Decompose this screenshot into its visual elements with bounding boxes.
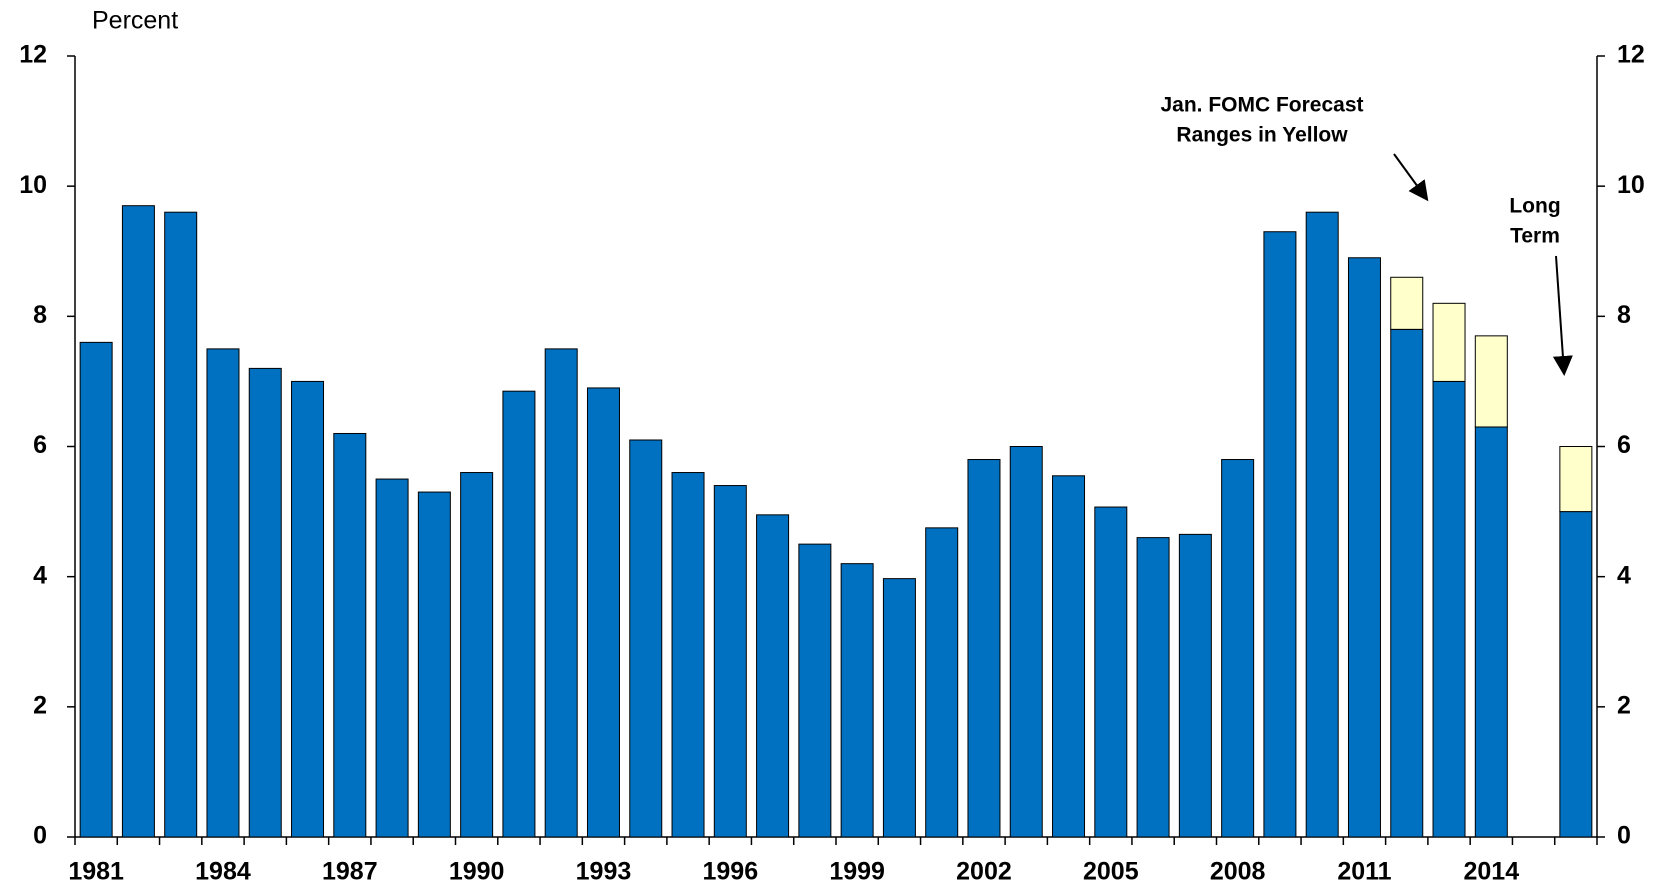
x-tick-label: 1987	[322, 858, 378, 886]
bar	[375, 478, 409, 838]
bar	[1009, 446, 1043, 838]
bar	[291, 380, 325, 838]
y2-tick-label: 10	[1617, 171, 1645, 199]
bar	[1178, 533, 1212, 838]
y-tick-label: 10	[19, 171, 47, 199]
bar	[1474, 335, 1508, 428]
bar	[882, 578, 916, 838]
y-tick-label: 6	[33, 431, 47, 459]
bar	[248, 367, 282, 838]
bar	[544, 348, 578, 838]
x-tick-label: 1999	[829, 858, 885, 886]
y2-tick-label: 2	[1617, 691, 1631, 719]
y-tick-label: 12	[19, 41, 47, 69]
bar	[1263, 231, 1297, 838]
bar	[1432, 380, 1466, 838]
annotation: Ranges in Yellow	[1176, 124, 1348, 147]
y2-tick-label: 6	[1617, 431, 1631, 459]
x-tick-label: 2002	[956, 858, 1012, 886]
x-tick-label: 1996	[702, 858, 758, 886]
bar	[79, 341, 113, 838]
bar	[206, 348, 240, 838]
bar	[502, 390, 536, 838]
x-tick-label: 1981	[68, 858, 124, 886]
arrow	[1393, 153, 1429, 202]
y2-tick-label: 4	[1617, 561, 1631, 589]
y-tick-label: 0	[33, 822, 47, 850]
x-tick-label: 2014	[1463, 858, 1519, 886]
bar	[1094, 506, 1128, 838]
y2-tick-label: 12	[1617, 41, 1645, 69]
bar	[121, 205, 155, 838]
y2-tick-label: 8	[1617, 301, 1631, 329]
bar	[1305, 211, 1339, 838]
bar	[925, 527, 959, 838]
bar	[1432, 302, 1466, 382]
x-tick-label: 1990	[449, 858, 505, 886]
bar	[756, 514, 790, 838]
x-tick-label: 1993	[576, 858, 632, 886]
y-axis-label: Percent	[92, 7, 178, 35]
bar	[1390, 276, 1424, 330]
bar	[417, 491, 451, 838]
bar	[1559, 446, 1593, 513]
arrow	[1552, 255, 1573, 376]
x-tick-label: 2008	[1210, 858, 1266, 886]
bar	[586, 387, 620, 838]
bar	[460, 472, 494, 838]
bar	[164, 211, 198, 838]
bar	[1136, 537, 1170, 838]
bar	[671, 472, 705, 838]
bar	[967, 459, 1001, 838]
annotation: Long	[1509, 195, 1560, 218]
y-tick-label: 4	[33, 561, 47, 589]
x-tick-label: 2005	[1083, 858, 1139, 886]
y-tick-label: 2	[33, 691, 47, 719]
bar	[1052, 475, 1086, 838]
bar	[840, 563, 874, 838]
y-tick-label: 8	[33, 301, 47, 329]
x-tick-label: 1984	[195, 858, 251, 886]
bar	[1559, 511, 1593, 838]
bar	[1390, 328, 1424, 838]
bar	[798, 543, 832, 838]
x-tick-label: 2011	[1337, 858, 1391, 886]
bar	[333, 432, 367, 838]
bar	[1347, 257, 1381, 838]
bar	[1474, 426, 1508, 838]
annotation: Jan. FOMC Forecast	[1160, 94, 1363, 117]
y2-tick-label: 0	[1617, 822, 1631, 850]
bar	[629, 439, 663, 838]
bar	[1221, 459, 1255, 838]
bar	[713, 485, 747, 838]
annotation: Term	[1510, 225, 1560, 248]
